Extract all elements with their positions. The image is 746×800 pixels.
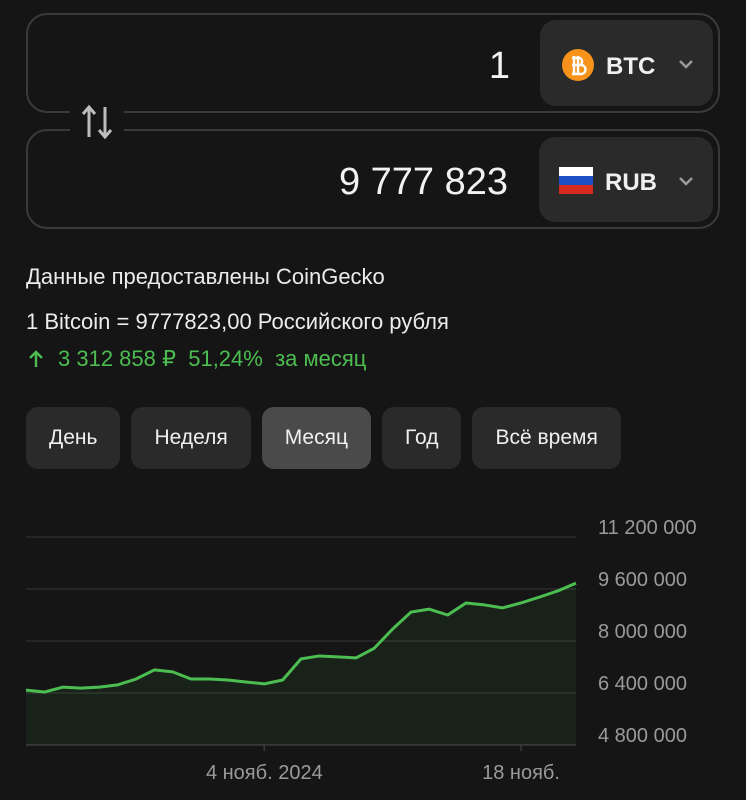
from-amount: 1 bbox=[489, 45, 510, 87]
change: 3 312 858 ₽ 51,24% за месяц bbox=[58, 348, 366, 370]
period-tab[interactable]: Всё время bbox=[472, 407, 621, 469]
period-tab[interactable]: Месяц bbox=[261, 407, 372, 469]
to-field[interactable] bbox=[26, 129, 720, 229]
period-tabs: День Неделя Месяц Год Всё время bbox=[26, 407, 621, 469]
to-amount: 9 777 823 bbox=[339, 161, 508, 203]
btc-glyph bbox=[572, 56, 587, 76]
up-arrow bbox=[29, 350, 43, 367]
swap-bg bbox=[70, 104, 124, 140]
chevron bbox=[679, 177, 693, 186]
to-currency-select[interactable] bbox=[539, 137, 713, 222]
ru-flag bbox=[559, 167, 593, 194]
source: Данные предоставлены CoinGecko bbox=[26, 264, 385, 289]
change-amount: 3 312 858 ₽ bbox=[58, 346, 176, 371]
change-percent: 51,24% bbox=[188, 346, 263, 371]
period-tab[interactable]: День bbox=[26, 407, 121, 469]
period-tab[interactable]: Год bbox=[382, 407, 462, 469]
from-field[interactable] bbox=[26, 13, 720, 113]
period-tab[interactable]: Неделя bbox=[131, 407, 251, 469]
change-period: за месяц bbox=[275, 346, 367, 371]
chevron bbox=[679, 60, 693, 69]
from-currency: BTC bbox=[606, 53, 655, 80]
from-currency-select[interactable] bbox=[540, 20, 713, 106]
swap-button[interactable] bbox=[81, 104, 113, 140]
to-currency: RUB bbox=[605, 169, 657, 196]
rate: 1 Bitcoin = 9777823,00 Российского рубля bbox=[26, 309, 449, 334]
